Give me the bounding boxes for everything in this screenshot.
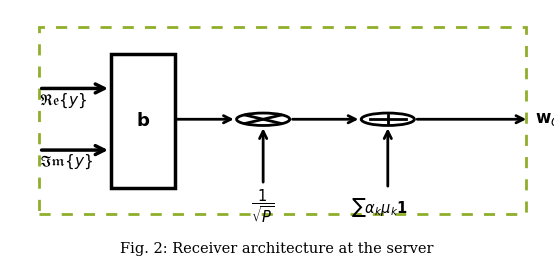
Text: $\dfrac{1}{\sqrt{P}}$: $\dfrac{1}{\sqrt{P}}$: [252, 188, 275, 225]
Text: $\mathfrak{Im}\{y\}$: $\mathfrak{Im}\{y\}$: [39, 153, 93, 171]
Text: $\bf{b}$: $\bf{b}$: [136, 111, 150, 130]
Text: $\mathbf{w}_G$: $\mathbf{w}_G$: [535, 110, 554, 128]
Bar: [39, 27, 526, 214]
Text: Fig. 2: Receiver architecture at the server: Fig. 2: Receiver architecture at the ser…: [120, 242, 434, 256]
Text: $\mathfrak{Re}\{y\}$: $\mathfrak{Re}\{y\}$: [39, 91, 87, 110]
Bar: [111, 54, 175, 188]
Ellipse shape: [237, 113, 290, 125]
Ellipse shape: [361, 113, 414, 125]
Text: $\sum \alpha_k \mu_k \mathbf{1}$: $\sum \alpha_k \mu_k \mathbf{1}$: [351, 196, 408, 219]
